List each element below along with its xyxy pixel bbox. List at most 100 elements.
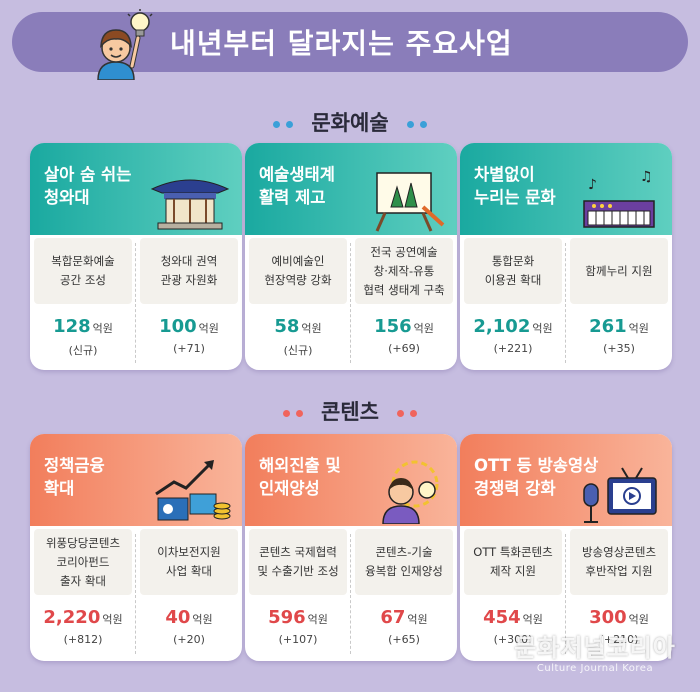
amount-value: 454 (483, 607, 521, 628)
budget-item: OTT 특화콘텐츠 제작 지원 454 억원 (+300) (464, 529, 562, 656)
divider (135, 534, 137, 654)
amount-unit: 억원 (532, 322, 553, 335)
amount-value: 67 (380, 607, 406, 628)
budget-item: 콘텐츠 국제협력 및 수출기반 조성 596 억원 (+107) (249, 529, 347, 656)
section-title-culture-arts: 문화예술 (0, 107, 700, 137)
item-amount: 67 억원 (355, 607, 453, 628)
amount-value: 2,220 (43, 607, 101, 628)
divider (350, 534, 352, 654)
idea-person-icon (382, 460, 439, 524)
item-amount: 40 억원 (140, 607, 238, 628)
item-change: (+812) (63, 633, 103, 646)
amount-value: 58 (274, 316, 300, 337)
amount-unit: 억원 (192, 613, 213, 626)
item-change: (+210) (599, 633, 639, 646)
growth-chart-icon (155, 460, 231, 521)
section-title-contents: 콘텐츠 (0, 396, 700, 426)
amount-value: 261 (589, 316, 627, 337)
amount-value: 128 (53, 316, 91, 337)
item-label: 콘텐츠-기술 융복합 인재양성 (355, 529, 453, 595)
item-label: 콘텐츠 국제협력 및 수출기반 조성 (249, 529, 347, 595)
mascot-lightbulb-icon (97, 9, 153, 80)
item-label: 이차보전지원 사업 확대 (140, 529, 238, 595)
card-culture-for-all: 차별없이 누리는 문화 ♪ ♫ 통합문화 이용권 확대 2,102 억원 (+22… (460, 143, 672, 370)
budget-item: 방송영상콘텐츠 후반작업 지원 300 억원 (+210) (570, 529, 668, 656)
item-amount: 300 억원 (570, 607, 668, 628)
item-amount: 100 억원 (140, 316, 238, 337)
item-amount: 58 억원 (249, 316, 347, 337)
budget-item: 복합문화예술 공간 조성 128 억원 (신규) (34, 238, 132, 365)
card-arts-ecosystem: 예술생태계 활력 제고 예비예술인 현장역량 강화 58 억원 (신규) 전국 공… (245, 143, 457, 370)
item-change: (+65) (388, 633, 420, 646)
item-change: (신규) (283, 344, 313, 357)
divider (350, 243, 352, 363)
card-policy-finance: 정책금융 확대 위풍당당콘텐츠 코리아펀드 출자 확대 2,220 억원 (+81… (30, 434, 242, 661)
amount-value: 596 (268, 607, 306, 628)
divider (565, 243, 567, 363)
item-amount: 454 억원 (464, 607, 562, 628)
svg-text:♪: ♪ (588, 177, 597, 193)
watermark-main: 문화저널코리아 (514, 634, 676, 662)
budget-item: 통합문화 이용권 확대 2,102 억원 (+221) (464, 238, 562, 365)
divider (565, 534, 567, 654)
item-amount: 156 억원 (355, 316, 453, 337)
keyboard-icon: ♪ ♫ (583, 169, 655, 228)
card-overseas-talent: 해외진출 및 인재양성 콘텐츠 국제협력 및 수출기반 조성 596 억원 (+1… (245, 434, 457, 661)
amount-unit: 억원 (102, 613, 123, 626)
amount-value: 100 (159, 316, 197, 337)
amount-unit: 억원 (628, 322, 649, 335)
dot-icon (397, 409, 405, 417)
amount-unit: 억원 (413, 322, 434, 335)
dot-icon (273, 120, 281, 128)
watermark-sub: Culture Journal Korea (536, 663, 654, 674)
item-label: 전국 공연예술 창·제작-유통 협력 생태계 구축 (355, 238, 453, 304)
dot-icon (419, 120, 427, 128)
svg-text:♫: ♫ (640, 169, 653, 185)
blue-house-icon (150, 179, 230, 230)
card-title: 정책금융 확대 (44, 456, 105, 498)
budget-item: 함께누리 지원 261 억원 (+35) (570, 238, 668, 365)
card-header (245, 434, 457, 526)
item-change: (+300) (493, 633, 533, 646)
section-title-text: 문화예술 (311, 111, 389, 135)
item-label: 함께누리 지원 (570, 238, 668, 304)
item-label: 복합문화예술 공간 조성 (34, 238, 132, 304)
item-change: (+35) (603, 342, 635, 355)
item-label: 예비예술인 현장역량 강화 (249, 238, 347, 304)
item-amount: 128 억원 (34, 316, 132, 337)
budget-item: 콘텐츠-기술 융복합 인재양성 67 억원 (+65) (355, 529, 453, 656)
amount-value: 40 (165, 607, 191, 628)
item-label: 통합문화 이용권 확대 (464, 238, 562, 304)
item-label: 위풍당당콘텐츠 코리아펀드 출자 확대 (34, 529, 132, 595)
page-header: 내년부터 달라지는 주요사업 (0, 0, 700, 80)
card-title: 해외진출 및 인재양성 (259, 456, 341, 498)
amount-value: 156 (374, 316, 412, 337)
item-amount: 2,220 억원 (34, 607, 132, 628)
amount-unit: 억원 (522, 613, 543, 626)
card-title: OTT 등 방송영상 경쟁력 강화 (474, 456, 599, 498)
budget-item: 청와대 권역 관광 자원화 100 억원 (+71) (140, 238, 238, 365)
item-change: (+20) (173, 633, 205, 646)
amount-unit: 억원 (307, 613, 328, 626)
page-title: 내년부터 달라지는 주요사업 (170, 27, 513, 60)
amount-value: 2,102 (473, 316, 531, 337)
section-title-text: 콘텐츠 (321, 400, 379, 424)
item-change: (신규) (68, 344, 98, 357)
item-amount: 2,102 억원 (464, 316, 562, 337)
dot-icon (286, 120, 294, 128)
item-change: (+221) (493, 342, 533, 355)
card-title: 차별없이 누리는 문화 (474, 165, 556, 207)
dot-icon (410, 409, 418, 417)
budget-item: 위풍당당콘텐츠 코리아펀드 출자 확대 2,220 억원 (+812) (34, 529, 132, 656)
easel-icon (375, 172, 445, 232)
dot-icon (406, 120, 414, 128)
budget-item: 예비예술인 현장역량 강화 58 억원 (신규) (249, 238, 347, 365)
item-change: (+71) (173, 342, 205, 355)
card-title: 예술생태계 활력 제고 (259, 165, 335, 207)
item-change: (+107) (278, 633, 318, 646)
card-title: 살아 숨 쉬는 청와대 (44, 165, 132, 207)
amount-unit: 억원 (628, 613, 649, 626)
item-label: 청와대 권역 관광 자원화 (140, 238, 238, 304)
item-amount: 596 억원 (249, 607, 347, 628)
item-change: (+69) (388, 342, 420, 355)
